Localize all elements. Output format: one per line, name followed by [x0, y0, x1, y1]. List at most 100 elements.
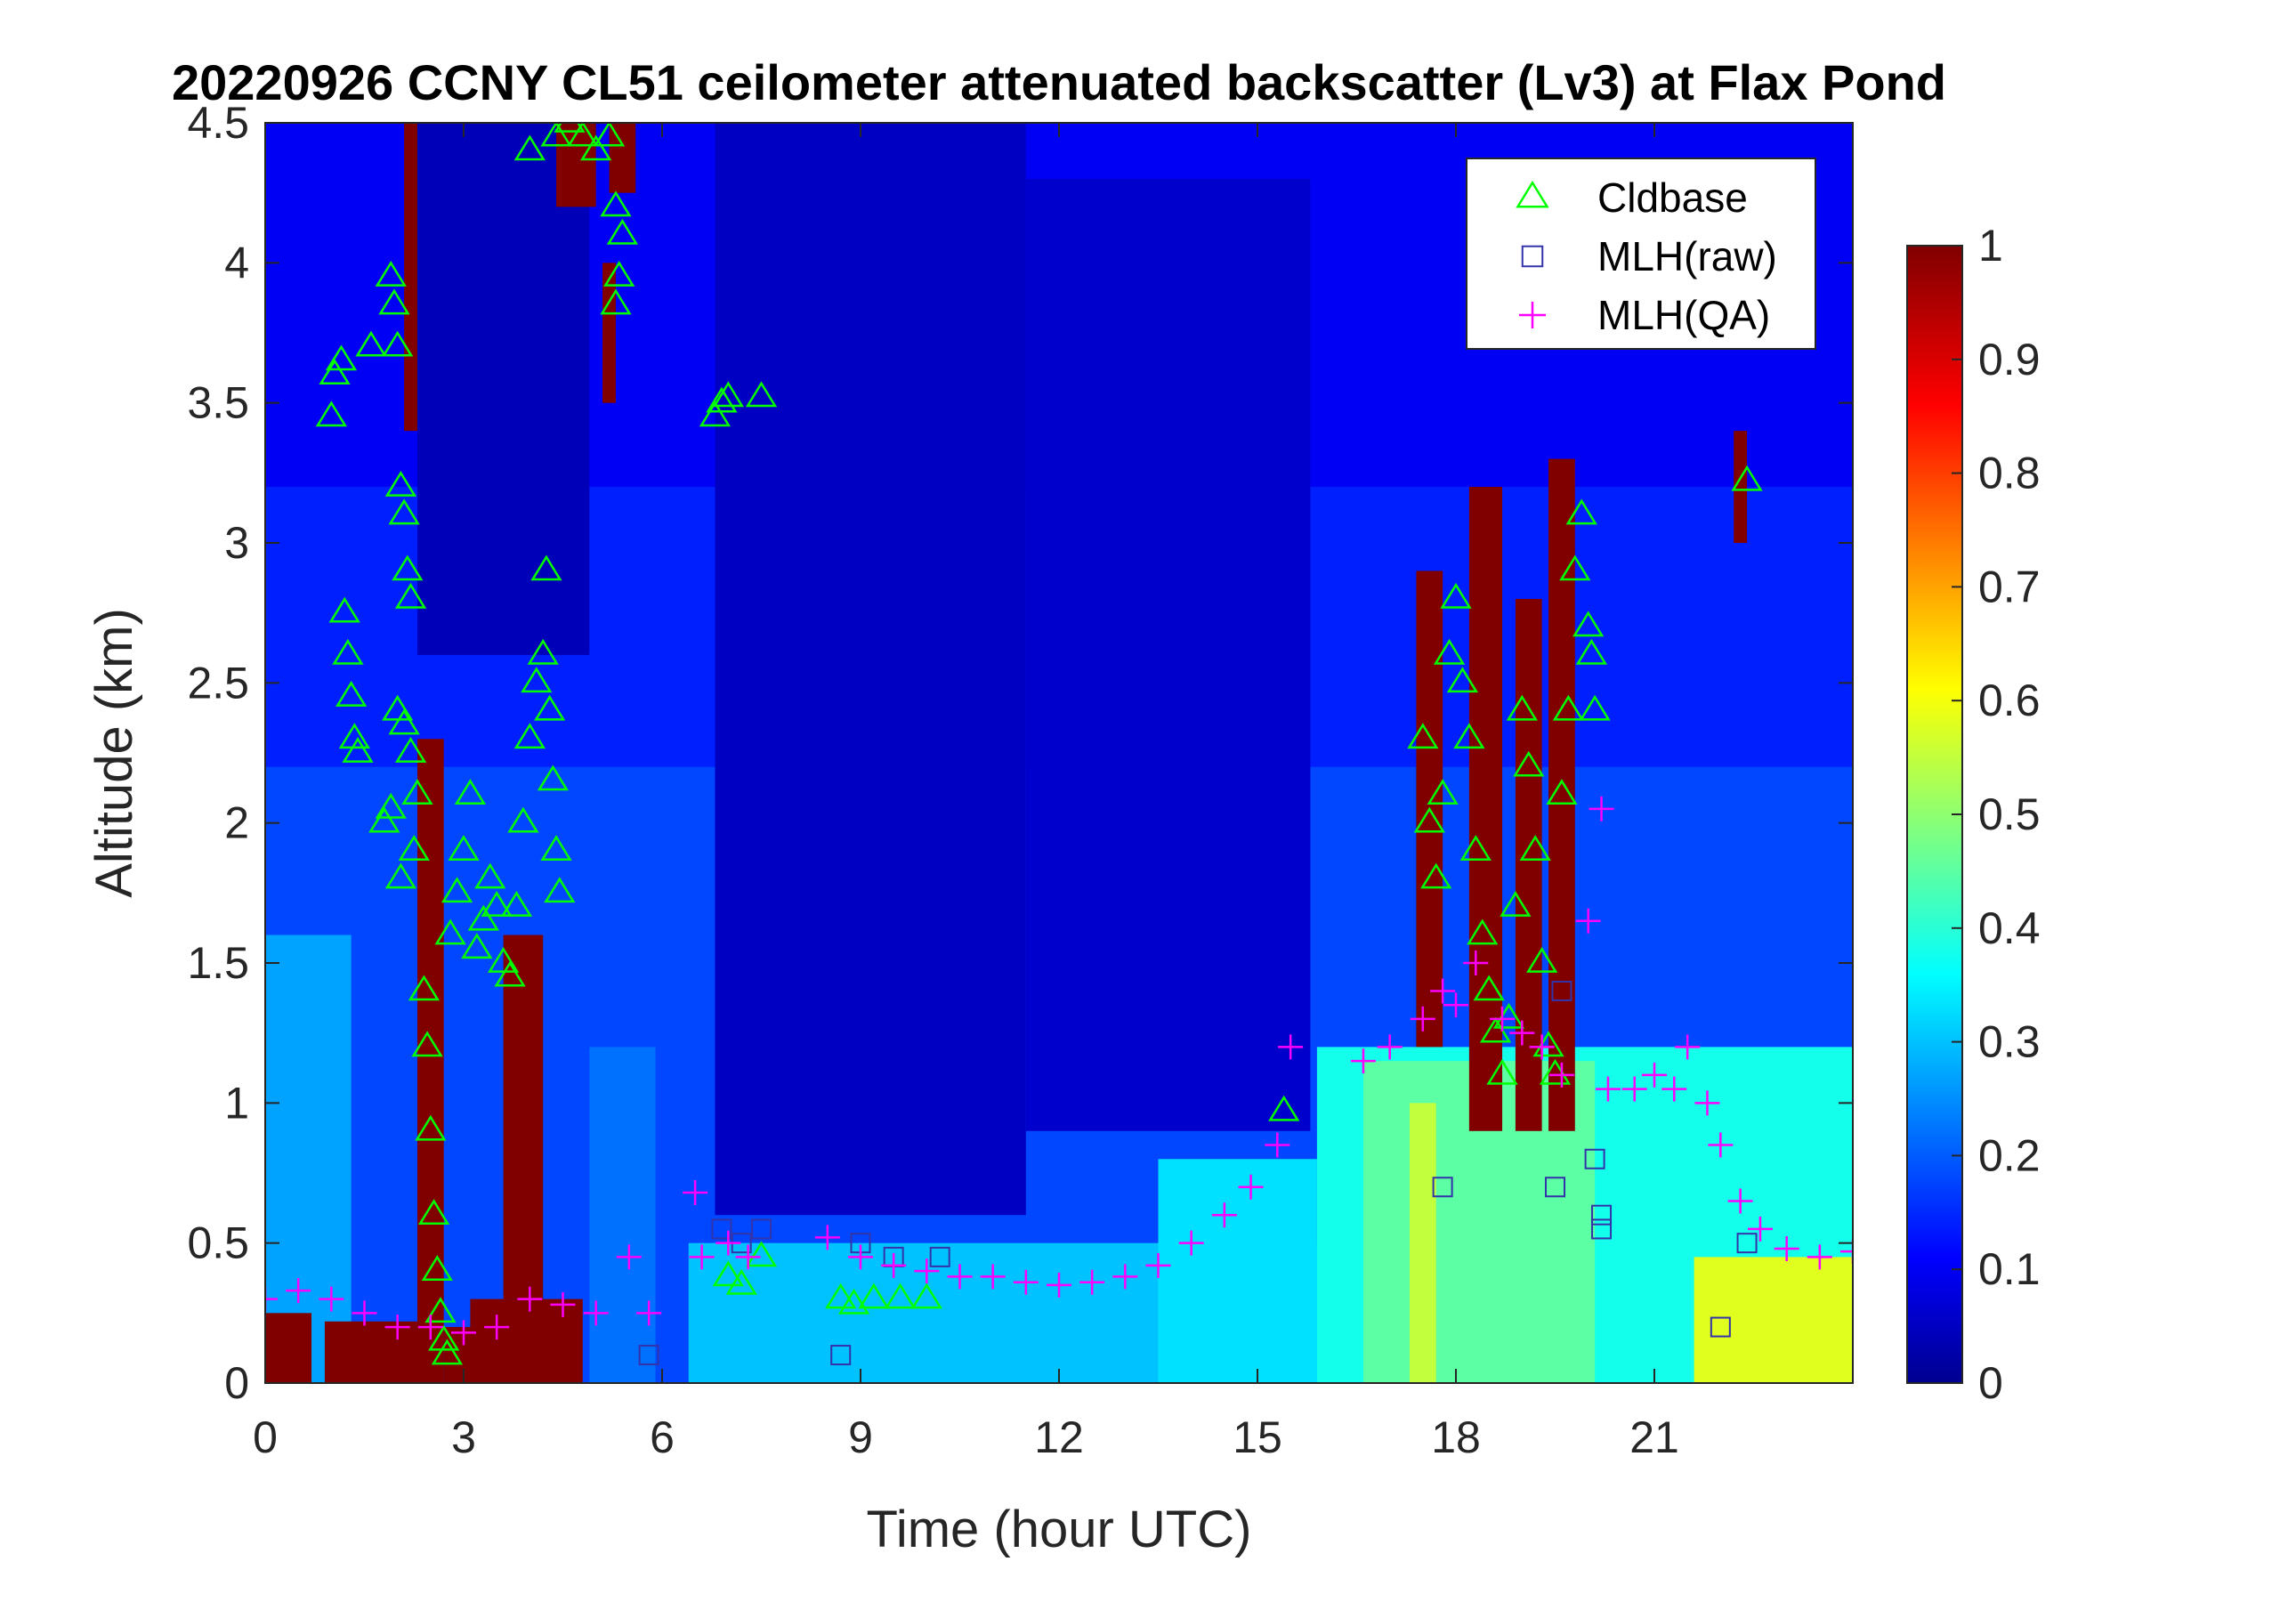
cldbase-marker [434, 918, 466, 945]
cldbase-marker [336, 681, 368, 707]
mlh-qa-marker [914, 1258, 940, 1284]
mlh-qa-marker [1013, 1269, 1039, 1295]
cldbase-marker [384, 471, 417, 497]
cldbase-marker [375, 261, 407, 287]
mlh-qa-marker [1675, 1034, 1701, 1060]
cldbase-marker [1519, 835, 1551, 861]
mlh-qa-marker [735, 1244, 761, 1270]
cldbase-marker [401, 779, 433, 805]
cldbase-marker [1427, 779, 1459, 805]
cldbase-marker [537, 765, 569, 791]
mlh-qa-marker [1840, 1239, 1853, 1265]
y-tick-label: 1 [224, 1078, 249, 1128]
colorbar-tick-label: 1 [1978, 221, 2003, 271]
colorbar-tick-label: 0.6 [1978, 676, 2041, 725]
x-axis-label: Time (hour UTC) [867, 1501, 1252, 1558]
cldbase-marker [417, 1199, 450, 1226]
x-tick-label: 15 [1233, 1412, 1282, 1462]
mlh-qa-marker [1463, 951, 1489, 975]
mlh-raw-marker [1710, 1316, 1731, 1338]
cldbase-marker [600, 288, 632, 315]
mlh-raw-marker [1736, 1233, 1758, 1254]
heatmap-cell [1694, 1257, 1853, 1383]
chart-title: 20220926 CCNY CL51 ceilometer attenuated… [172, 54, 1946, 110]
heatmap-cell [715, 123, 1026, 1216]
cldbase-marker [378, 288, 410, 315]
cldbase-marker [424, 1297, 457, 1323]
y-tick-label: 2 [224, 798, 249, 848]
cldbase-marker [837, 1288, 870, 1315]
cldbase-marker [606, 218, 639, 245]
cldbase-marker [461, 933, 493, 959]
legend-mlh-qa-label: MLH(QA) [1597, 292, 1770, 338]
heatmap-cell [265, 1313, 312, 1383]
mlh-qa-marker [616, 1244, 642, 1270]
mlh-qa-marker [451, 1320, 476, 1346]
mlh-qa-marker [1661, 1076, 1687, 1102]
mlh-qa-marker [1178, 1230, 1204, 1256]
colorbar-tick-label: 0.2 [1978, 1130, 2041, 1180]
mlh-qa-marker [319, 1286, 344, 1312]
heatmap-cell [503, 934, 544, 1299]
cldbase-marker [1473, 975, 1505, 1001]
mlh-qa-marker [1238, 1174, 1264, 1200]
cldbase-marker [1446, 667, 1479, 693]
cldbase-marker [1565, 498, 1597, 525]
cldbase-marker [712, 1260, 744, 1287]
legend-cldbase-marker [1516, 180, 1549, 208]
cldbase-marker [342, 736, 374, 763]
colorbar-tick-label: 0.8 [1978, 449, 2041, 498]
legend-mlh-raw-label: MLH(raw) [1597, 233, 1777, 279]
heatmap-cell [416, 123, 590, 655]
cldbase-marker [454, 779, 487, 805]
cldbase-marker [554, 123, 586, 133]
x-tick-label: 6 [650, 1412, 675, 1462]
cldbase-marker [1513, 750, 1545, 777]
mlh-qa-marker [1747, 1216, 1773, 1242]
mlh-qa-marker [417, 1315, 443, 1340]
cldbase-marker [382, 330, 414, 357]
mlh-raw-marker [1432, 1177, 1453, 1198]
mlh-qa-marker [1079, 1269, 1105, 1295]
mlh-qa-marker [1278, 1034, 1304, 1060]
heatmap-cell [470, 1299, 583, 1383]
y-tick-label: 4.5 [187, 98, 249, 148]
mlh-qa-marker [1443, 992, 1468, 1018]
cldbase-marker [431, 1339, 464, 1365]
cldbase-marker [567, 123, 599, 147]
cldbase-marker [527, 638, 559, 665]
mlh-qa-marker [881, 1252, 907, 1278]
mlh-qa-marker [484, 1315, 510, 1340]
mlh-raw-marker [929, 1246, 950, 1267]
cldbase-marker [394, 736, 427, 763]
cldbase-marker [825, 1282, 857, 1309]
heatmap-cell [609, 123, 636, 193]
x-tick-label: 21 [1629, 1412, 1679, 1462]
mlh-qa-marker [1410, 1006, 1435, 1032]
mlh-qa-marker [1265, 1132, 1290, 1158]
cldbase-marker [534, 694, 566, 721]
mlh-qa-marker [1727, 1188, 1753, 1214]
mlh-raw-marker [1545, 1177, 1565, 1198]
mlh-qa-marker [947, 1264, 973, 1290]
y-tick-label: 0 [224, 1358, 249, 1408]
x-tick-label: 18 [1431, 1412, 1481, 1462]
cldbase-marker [513, 134, 546, 161]
heatmap-cell [602, 263, 616, 403]
mlh-raw-marker [1584, 1148, 1605, 1169]
heatmap-cell [265, 934, 352, 1383]
mlh-raw-marker [1551, 980, 1572, 1001]
cldbase-marker [368, 806, 400, 833]
colorbar-tick-label: 0.7 [1978, 562, 2041, 611]
cldbase-marker [1506, 694, 1538, 721]
x-axis: 0 3 6 9 12 15 18 21 [253, 123, 1679, 1462]
cldbase-marker [712, 381, 744, 408]
marker-layer [265, 123, 1853, 1366]
cldbase-marker [600, 190, 632, 217]
cldbase-marker [1433, 638, 1466, 665]
mlh-qa-marker [583, 1300, 609, 1326]
cldbase-marker [1268, 1095, 1300, 1121]
colorbar-tick-label: 0 [1978, 1358, 2003, 1408]
legend-mlh-raw-marker [1521, 245, 1544, 268]
